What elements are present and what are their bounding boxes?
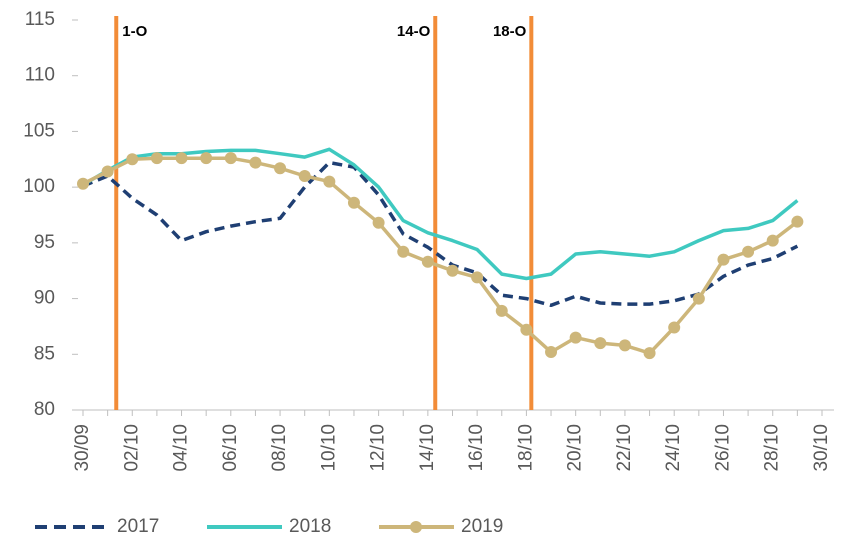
legend-label: 2017 — [117, 516, 159, 537]
series-marker — [692, 292, 705, 305]
annotation: 14-O — [397, 23, 431, 40]
series-line — [82, 160, 799, 308]
annotation: 1-O — [122, 23, 147, 40]
legend-marker — [410, 521, 422, 533]
series-marker — [175, 152, 188, 165]
series-marker — [126, 153, 139, 166]
y-tick-label: 90 — [34, 288, 55, 309]
series-marker — [77, 177, 89, 190]
series-marker — [791, 215, 804, 228]
series-marker — [471, 271, 484, 284]
series-marker — [249, 156, 262, 169]
series-marker — [397, 245, 410, 258]
series-marker — [717, 253, 730, 266]
y-tick-label: 85 — [34, 343, 55, 364]
series-marker — [200, 152, 213, 165]
x-tick-label: 02/10 — [121, 424, 142, 472]
legend-label: 2018 — [289, 516, 331, 537]
y-tick-label: 115 — [25, 9, 55, 30]
series-line — [82, 147, 799, 281]
x-tick-label: 16/10 — [466, 424, 487, 472]
series-marker — [372, 216, 385, 229]
series-marker — [569, 331, 582, 344]
series-marker — [545, 346, 558, 359]
x-tick-label: 30/10 — [811, 424, 832, 472]
x-tick-label: 24/10 — [663, 424, 684, 472]
series-marker — [323, 175, 336, 188]
series-marker — [618, 339, 631, 352]
series-marker — [495, 304, 508, 317]
series-marker — [347, 196, 360, 209]
x-tick-label: 06/10 — [220, 424, 241, 472]
annotation: 18-O — [493, 23, 527, 40]
y-tick-label: 100 — [23, 176, 55, 197]
x-tick-label: 12/10 — [368, 424, 389, 472]
y-tick-label: 95 — [34, 232, 55, 253]
series-marker — [421, 255, 434, 268]
x-tick-label: 14/10 — [417, 424, 438, 472]
x-tick-label: 08/10 — [269, 424, 290, 472]
series-marker — [668, 321, 681, 334]
series-marker — [742, 245, 755, 258]
series-marker — [446, 264, 459, 277]
x-tick-label: 20/10 — [565, 424, 586, 472]
legend-label: 2019 — [461, 516, 503, 537]
x-tick-label: 04/10 — [171, 424, 192, 472]
x-tick-label: 10/10 — [318, 424, 339, 472]
series-marker — [224, 152, 237, 165]
x-tick-label: 30/09 — [72, 424, 93, 472]
series-marker — [150, 152, 163, 165]
series-marker — [594, 337, 607, 350]
series-marker — [101, 165, 114, 178]
x-tick-label: 26/10 — [712, 424, 733, 472]
y-tick-label: 80 — [34, 399, 55, 420]
x-tick-label: 22/10 — [614, 424, 635, 472]
x-tick-label: 18/10 — [515, 424, 536, 472]
series-marker — [766, 234, 779, 247]
series-marker — [274, 162, 287, 175]
y-tick-label: 110 — [25, 65, 55, 86]
series-marker — [298, 170, 311, 182]
series-marker — [643, 347, 656, 360]
series-marker — [520, 323, 533, 336]
y-tick-label: 105 — [23, 120, 55, 141]
x-tick-label: 28/10 — [762, 424, 783, 472]
